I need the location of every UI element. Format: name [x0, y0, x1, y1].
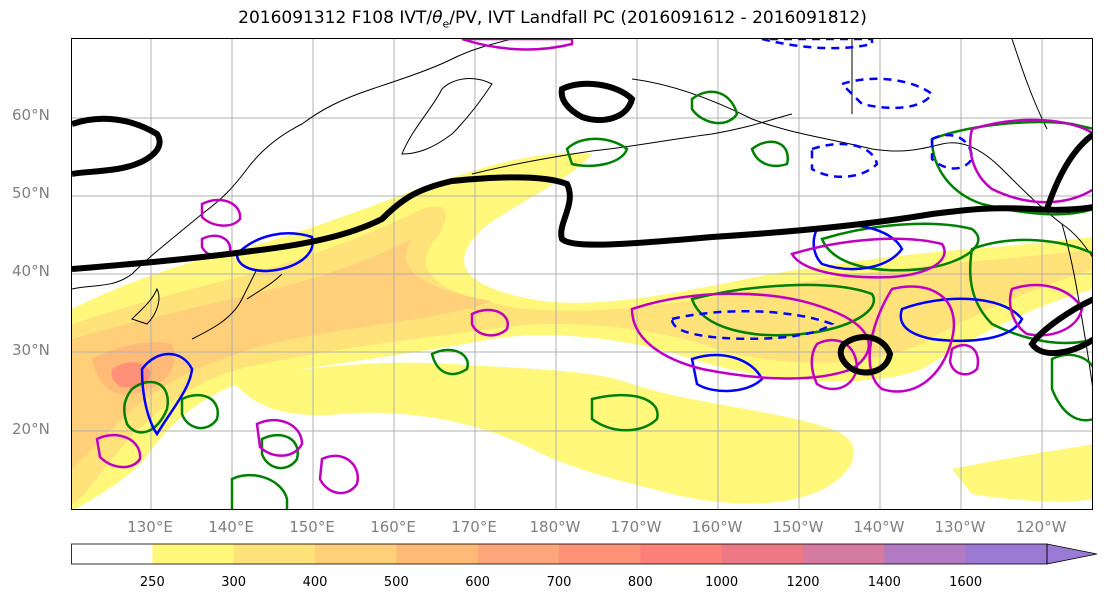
colorbar-tick-label: 600: [465, 575, 491, 590]
gridlines: [72, 39, 1092, 509]
colorbar-segments: [71, 544, 1048, 564]
lon-label-160w: 160°W: [691, 518, 743, 536]
alaska-coast: [631, 78, 1092, 258]
lon-label-120w: 120°W: [1015, 518, 1067, 536]
colorbar-segment: [396, 544, 479, 564]
korea: [131, 287, 160, 325]
pv-negative-contours: [140, 39, 1024, 437]
colorbar-segment: [559, 544, 641, 564]
map-canvas: [72, 39, 1092, 509]
lon-label-130e: 130°E: [127, 518, 173, 536]
lon-label-160e: 160°E: [370, 518, 416, 536]
colorbar-tick-label: 700: [546, 575, 572, 590]
lat-label-50: 50°N: [12, 184, 50, 202]
map-panel: [71, 38, 1093, 510]
colorbar-outline: [71, 543, 1048, 565]
colorbar-segment: [884, 544, 967, 564]
ivt-band-250-south: [232, 362, 854, 504]
japan: [191, 268, 283, 340]
colorbar-tick-label: 800: [627, 575, 653, 590]
lon-label-150w: 150°W: [772, 518, 824, 536]
lon-label-140e: 140°E: [208, 518, 254, 536]
asia-coast: [72, 39, 513, 290]
aleutians: [471, 113, 793, 175]
colorbar-tick-label: 1400: [867, 575, 901, 590]
canada-border: [851, 39, 1048, 130]
lat-label-30: 30°N: [12, 341, 50, 359]
colorbar-segment: [233, 544, 316, 564]
ivt-band-250-east: [952, 444, 1092, 502]
colorbar-tick-label: 400: [302, 575, 328, 590]
coastlines: [72, 39, 1092, 387]
colorbar-tick-label: 1000: [705, 575, 739, 590]
colorbar-tick-label: 1200: [786, 575, 820, 590]
colorbar-tick-label: 500: [383, 575, 409, 590]
colorbar-segment: [315, 544, 397, 564]
ivt-shading: [72, 153, 1092, 509]
theta-contours: [72, 80, 1092, 376]
lon-label-180w: 180°W: [529, 518, 581, 536]
colorbar-segment: [71, 544, 153, 564]
ivt-band-400: [72, 239, 492, 469]
colorbar-tick-label: 300: [221, 575, 247, 590]
ivt-core-700: [111, 362, 151, 388]
colorbar-tick-label: 250: [139, 575, 165, 590]
colorbar-segment: [965, 544, 1048, 564]
lon-label-140w: 140°W: [853, 518, 905, 536]
colorbar-segment: [721, 544, 804, 564]
lat-label-40: 40°N: [12, 262, 50, 280]
lon-label-170e: 170°E: [451, 518, 497, 536]
colorbar-segment: [152, 544, 235, 564]
lat-label-60: 60°N: [12, 106, 50, 124]
lon-label-150e: 150°E: [289, 518, 335, 536]
colorbar-tick-label: 1600: [949, 575, 983, 590]
colorbar-segment: [803, 544, 885, 564]
colorbar-segment: [477, 544, 560, 564]
colorbar: [71, 543, 1098, 565]
title-theta: θ: [432, 8, 443, 28]
kamchatka: [401, 78, 493, 155]
lat-label-20: 20°N: [12, 420, 50, 438]
ivt-band-250: [72, 153, 1092, 509]
title-sub: e: [442, 17, 450, 31]
colorbar-extend-arrow: [1046, 543, 1098, 565]
figure-title: 2016091312 F108 IVT/θe/PV, IVT Landfall …: [238, 8, 867, 31]
colorbar-segment: [640, 544, 723, 564]
lon-label-130w: 130°W: [934, 518, 986, 536]
na-west-coast: [1061, 223, 1092, 387]
pv-positive-contours: [123, 90, 1092, 509]
lon-label-170w: 170°W: [610, 518, 662, 536]
